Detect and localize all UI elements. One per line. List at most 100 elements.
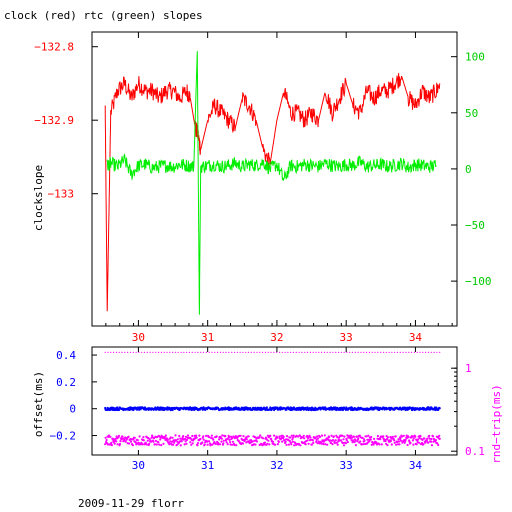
scatter-point [206,440,209,443]
scatter-point [306,406,309,409]
scatter-point [158,351,160,353]
scatter-point [142,439,145,442]
scatter-point [113,351,115,353]
scatter-point [366,351,368,353]
scatter-point [118,351,120,353]
scatter-point [346,440,349,444]
scatter-point [174,434,177,437]
scatter-point [118,442,122,446]
scatter-point [157,441,160,444]
slopes-y2-tick-label: −50 [465,219,485,232]
scatter-point [183,351,185,353]
scatter-point [342,438,345,441]
scatter-point [215,435,218,438]
scatter-point [388,351,390,353]
scatter-point [318,351,320,353]
scatter-point [245,438,248,441]
scatter-point [172,443,175,446]
slopes-series-marks [104,51,441,315]
scatter-point [428,434,431,437]
scatter-point [307,351,309,353]
scatter-point [278,351,281,353]
scatter-point [253,436,257,439]
scatter-point [302,434,305,437]
scatter-point [389,435,392,439]
scatter-point [380,443,383,446]
scatter-point [179,437,182,440]
scatter-point [430,437,433,441]
scatter-point [424,441,427,444]
scatter-point [323,351,325,353]
scatter-point [329,439,332,442]
scatter-point [315,440,318,443]
scatter-point [419,351,421,353]
scatter-point [298,351,300,353]
scatter-point [144,441,147,444]
scatter-point [346,434,349,437]
scatter-point [107,351,109,353]
scatter-point [318,435,322,438]
scatter-point [191,351,193,353]
scatter-point [228,436,231,439]
scatter-point [179,444,182,447]
scatter-point [308,434,311,437]
slopes-x-tick-label: 33 [340,331,353,344]
scatter-point [196,444,199,447]
scatter-point [394,435,397,438]
scatter-point [418,436,421,440]
scatter-point [263,443,266,446]
scatter-point [132,408,135,412]
scatter-point [164,434,167,437]
offset-series-marks [104,351,441,447]
scatter-point [231,440,234,443]
scatter-point [121,351,123,353]
scatter-point [304,351,306,353]
scatter-point [191,442,194,445]
scatter-point [188,351,191,353]
scatter-point [293,444,296,447]
scatter-point [354,439,357,442]
scatter-point [104,436,107,439]
scatter-point [264,351,266,353]
slopes-plot-frame [91,31,458,327]
scatter-point [273,351,275,353]
scatter-point [214,351,216,353]
scatter-point [109,435,112,438]
scatter-point [212,438,215,441]
scatter-point [242,351,244,353]
scatter-point [218,443,222,446]
scatter-point [208,351,210,353]
scatter-point [247,435,250,438]
scatter-point [430,444,434,447]
scatter-point [416,351,418,353]
scatter-point [180,440,183,443]
scatter-point [344,442,347,445]
scatter-point [411,351,413,353]
scatter-point [254,443,257,446]
slopes-y-tick-label: −133 [48,188,75,201]
scatter-point [195,434,198,437]
scatter-point [127,435,130,438]
scatter-point [367,434,370,437]
rndtrip-series-points [104,434,441,447]
scatter-point [211,443,214,446]
scatter-point [222,442,225,445]
scatter-point [270,351,272,353]
scatter-point [427,351,429,353]
scatter-point [335,351,337,353]
offset-panel: 30 31 32 33 34 0.4 0.2 0 −0.2 1 0.1 offset(ms) rnd… [32,346,503,472]
scatter-point [292,434,295,437]
scatter-point [287,443,290,446]
scatter-point [228,438,231,441]
scatter-point [232,435,235,438]
scatter-point [320,442,323,445]
scatter-point [127,351,129,353]
scatter-point [214,442,217,445]
scatter-point [438,437,441,440]
scatter-point [287,351,289,353]
scatter-point [136,439,139,442]
scatter-point [411,439,414,442]
scatter-point [373,437,376,440]
scatter-point [253,351,255,353]
scatter-point [330,434,333,437]
